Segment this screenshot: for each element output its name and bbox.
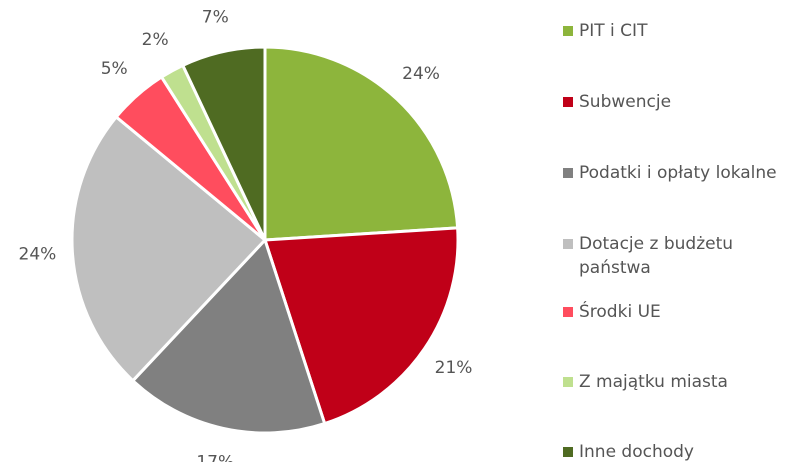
data-label: 21% xyxy=(435,358,473,378)
legend-swatch xyxy=(563,168,573,178)
legend-item: Inne dochody xyxy=(563,440,803,462)
legend-item: Z majątku miasta xyxy=(563,370,803,394)
legend-swatch xyxy=(563,447,573,457)
legend-swatch xyxy=(563,97,573,107)
pie-slice xyxy=(262,226,460,426)
legend-swatch xyxy=(563,26,573,36)
legend-swatch xyxy=(563,307,573,317)
legend-swatch xyxy=(563,377,573,387)
pie-slice xyxy=(130,237,327,435)
data-label: 17% xyxy=(196,453,234,462)
legend-label: Inne dochody xyxy=(579,442,694,462)
legend-item: Dotacje z budżetu państwa xyxy=(563,232,803,280)
legend-label: Podatki i opłaty lokalne xyxy=(579,163,777,183)
pie-slice xyxy=(70,114,268,383)
pie-slice xyxy=(263,45,460,242)
legend-item: Podatki i opłaty lokalne xyxy=(563,161,803,185)
data-label: 24% xyxy=(402,64,440,84)
legend-label: PIT i CIT xyxy=(579,21,648,41)
legend-item: Środki UE xyxy=(563,300,803,324)
legend-label: Z majątku miasta xyxy=(579,372,728,392)
legend-label: Dotacje z budżetu państwa xyxy=(579,234,734,278)
legend-swatch xyxy=(563,239,573,249)
legend-label: Subwencje xyxy=(579,92,672,112)
data-label: 24% xyxy=(19,244,57,264)
legend-label: Środki UE xyxy=(579,302,661,322)
pie-slice xyxy=(180,45,267,241)
data-label: 7% xyxy=(202,7,229,27)
data-label: 2% xyxy=(142,30,169,50)
data-label: 5% xyxy=(101,59,128,79)
legend-item: PIT i CIT xyxy=(563,19,803,43)
legend-item: Subwencje xyxy=(563,90,803,114)
